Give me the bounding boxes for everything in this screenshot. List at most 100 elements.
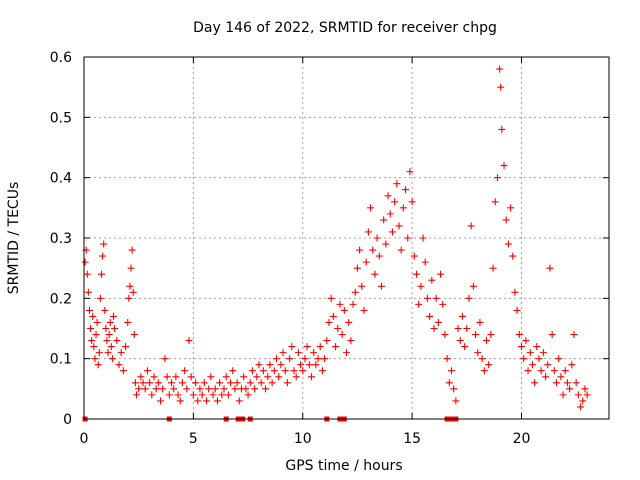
- data-point: [288, 343, 296, 351]
- data-point: [500, 162, 508, 170]
- data-point: [546, 264, 554, 272]
- data-point: [81, 258, 89, 266]
- y-tick-label: 0.4: [50, 171, 72, 187]
- data-point: [139, 379, 147, 387]
- data-point: [172, 373, 180, 381]
- data-point: [119, 367, 127, 375]
- data-point: [559, 391, 567, 399]
- data-point: [327, 294, 335, 302]
- data-point: [124, 318, 132, 326]
- data-point: [220, 385, 228, 393]
- data-point: [301, 355, 309, 363]
- data-point: [88, 337, 96, 345]
- data-point: [410, 252, 418, 260]
- data-point: [557, 373, 565, 381]
- data-point: [125, 294, 133, 302]
- data-point: [168, 379, 175, 387]
- data-point: [83, 270, 91, 278]
- data-point: [338, 331, 346, 339]
- data-point: [553, 379, 560, 387]
- data-point: [395, 222, 403, 230]
- data-point: [159, 385, 167, 393]
- data-point: [358, 282, 366, 290]
- data-point: [229, 367, 237, 375]
- data-point: [485, 361, 493, 369]
- data-point: [174, 391, 182, 399]
- data-point: [399, 204, 407, 212]
- data-point: [255, 361, 263, 369]
- data-point: [259, 367, 267, 375]
- data-point: [192, 379, 200, 387]
- data-point: [325, 318, 333, 326]
- data-point: [345, 318, 353, 326]
- data-point: [480, 367, 488, 375]
- x-tick-label: 5: [189, 431, 198, 447]
- data-point: [222, 373, 230, 381]
- data-point: [273, 355, 280, 363]
- data-point: [187, 373, 195, 381]
- data-point: [489, 264, 497, 272]
- data-point: [113, 337, 121, 345]
- data-point: [318, 367, 326, 375]
- data-point: [281, 367, 289, 375]
- data-point: [194, 397, 202, 405]
- data-point: [329, 312, 337, 320]
- data-point: [415, 300, 423, 308]
- data-point: [141, 385, 149, 393]
- data-point: [211, 385, 219, 393]
- data-point: [308, 373, 315, 381]
- data-point: [391, 198, 399, 206]
- data-point: [268, 379, 276, 387]
- data-point: [375, 252, 383, 260]
- data-point: [491, 198, 499, 206]
- data-point: [472, 331, 480, 339]
- data-point: [135, 385, 143, 393]
- data-point: [555, 355, 563, 363]
- data-point: [189, 391, 197, 399]
- data-point: [461, 343, 469, 351]
- data-point: [89, 312, 97, 320]
- data-point: [452, 397, 460, 405]
- data-point: [548, 331, 556, 339]
- data-point: [286, 355, 294, 363]
- data-point: [364, 228, 372, 236]
- data-point: [93, 318, 101, 326]
- data-point: [85, 306, 93, 314]
- data-point: [502, 216, 510, 224]
- data-point: [104, 349, 112, 357]
- data-point: [218, 391, 226, 399]
- data-point: [497, 83, 505, 91]
- data-point: [454, 325, 462, 332]
- data-point: [382, 240, 390, 248]
- data-point: [264, 373, 272, 381]
- data-point: [233, 379, 241, 387]
- data-point: [583, 391, 591, 399]
- data-point: [90, 343, 98, 351]
- data-point: [469, 282, 477, 290]
- data-point: [561, 367, 569, 375]
- data-point: [209, 391, 217, 399]
- data-point: [437, 270, 445, 278]
- data-point: [568, 361, 576, 369]
- data-point: [421, 258, 429, 266]
- data-point: [246, 379, 254, 387]
- data-point: [303, 343, 311, 351]
- data-point: [351, 288, 359, 296]
- data-point: [213, 397, 221, 405]
- data-point: [542, 373, 550, 381]
- data-point: [487, 331, 495, 339]
- y-tick-label: 0: [63, 412, 72, 428]
- data-point: [297, 361, 305, 369]
- data-point: [528, 361, 536, 369]
- data-point: [126, 282, 134, 290]
- data-point: [467, 222, 475, 230]
- y-tick-label: 0.6: [50, 50, 72, 66]
- data-point: [397, 246, 405, 254]
- data-point: [105, 331, 113, 339]
- data-point: [92, 331, 100, 339]
- data-point: [360, 306, 368, 314]
- data-point: [443, 355, 451, 363]
- data-point: [507, 204, 515, 212]
